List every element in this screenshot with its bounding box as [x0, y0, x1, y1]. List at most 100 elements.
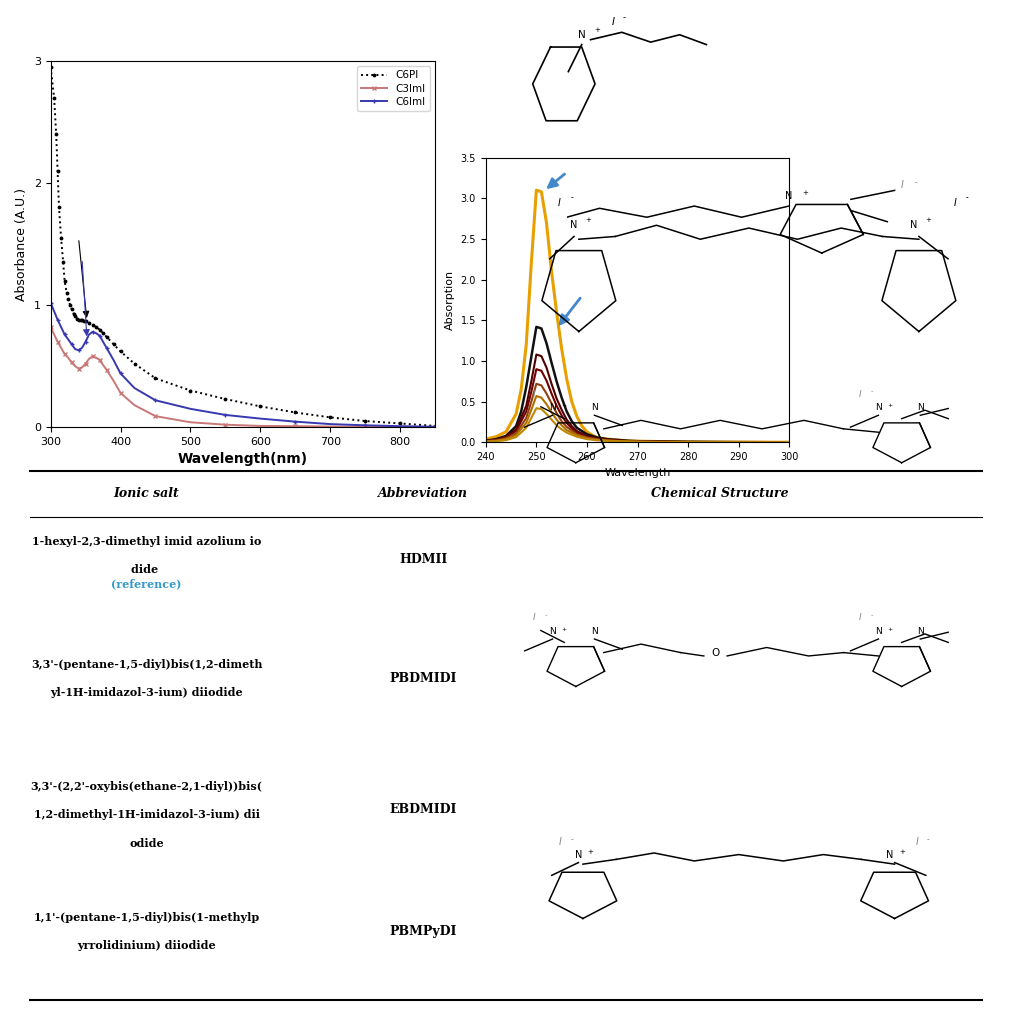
Text: -: - [869, 612, 871, 618]
Text: PBMPyDI: PBMPyDI [389, 925, 457, 939]
C6ImI [66, 338, 78, 350]
C3ImI [97, 359, 109, 371]
Text: +: + [561, 626, 566, 632]
C6PI [62, 293, 74, 305]
C3ImI [359, 421, 371, 433]
Text: Ionic salt: Ionic salt [113, 487, 179, 500]
Line: C6ImI: C6ImI [49, 300, 437, 429]
C6PI [73, 313, 85, 325]
C6ImI [114, 367, 126, 379]
Text: -: - [966, 193, 968, 202]
Text: I: I [857, 613, 860, 622]
C6ImI [52, 313, 64, 325]
C6PI [52, 165, 64, 177]
Text: N: N [590, 626, 598, 636]
C3ImI [393, 421, 405, 433]
Text: -: - [569, 193, 572, 202]
Text: N: N [916, 626, 923, 636]
C3ImI [44, 321, 57, 334]
C6ImI [69, 343, 81, 355]
C6PI [57, 256, 69, 268]
C6PI [97, 327, 109, 340]
Text: O: O [711, 648, 719, 658]
Text: +: + [587, 849, 593, 854]
Text: -: - [926, 835, 928, 844]
C3ImI [93, 354, 105, 366]
C3ImI [59, 348, 71, 360]
C6PI [78, 315, 90, 327]
Text: -: - [914, 178, 917, 187]
C6PI [64, 299, 76, 311]
Text: I: I [557, 197, 560, 207]
Text: dide: dide [130, 564, 162, 576]
C3ImI [100, 364, 112, 376]
Text: N: N [590, 403, 598, 412]
Text: -: - [869, 388, 871, 395]
C6ImI [219, 409, 232, 421]
C6PI [184, 384, 196, 397]
C6PI [107, 338, 119, 350]
C3ImI [254, 420, 266, 432]
Text: N: N [574, 850, 581, 859]
C6ImI [150, 395, 162, 407]
C6PI [254, 401, 266, 413]
Text: -: - [622, 13, 625, 22]
Text: HDMII: HDMII [399, 552, 447, 565]
C3ImI [69, 360, 81, 372]
C3ImI [289, 420, 301, 432]
C3ImI [324, 420, 336, 432]
C6PI [48, 92, 60, 104]
C6ImI [359, 419, 371, 431]
C6PI [80, 315, 92, 327]
Text: -: - [570, 835, 572, 844]
C6ImI [62, 334, 74, 346]
Text: N: N [549, 626, 555, 636]
Text: 1,1'-(pentane-1,5-diyl)bis(1-methylp: 1,1'-(pentane-1,5-diyl)bis(1-methylp [33, 911, 260, 922]
Text: yl-1H-imidazol-3-ium) diiodide: yl-1H-imidazol-3-ium) diiodide [51, 686, 243, 698]
Y-axis label: Absorption: Absorption [445, 270, 455, 331]
C6PI [53, 201, 65, 214]
C3ImI [107, 374, 119, 386]
C6ImI [44, 297, 57, 309]
C6PI [75, 314, 87, 326]
Line: C3ImI: C3ImI [49, 324, 437, 429]
Text: N: N [916, 403, 923, 412]
C6ImI [59, 328, 71, 341]
Text: N: N [577, 29, 585, 40]
C6PI [90, 321, 102, 334]
C6PI [128, 358, 141, 370]
C6ImI [83, 328, 95, 341]
C3ImI [184, 416, 196, 428]
C3ImI [80, 358, 92, 370]
C6PI [55, 232, 67, 244]
C6PI [51, 128, 63, 140]
Text: N: N [549, 403, 555, 412]
C6ImI [393, 420, 405, 432]
Text: N: N [875, 403, 881, 412]
C6ImI [73, 344, 85, 356]
C6PI [93, 323, 105, 336]
C3ImI [429, 421, 441, 433]
C6PI [324, 411, 336, 423]
C6PI [114, 346, 126, 358]
C3ImI [76, 361, 88, 373]
C3ImI [219, 419, 232, 431]
C3ImI [150, 410, 162, 422]
C6PI [289, 407, 301, 419]
C3ImI [48, 328, 60, 341]
Text: 3,3'-(pentane-1,5-diyl)bis(1,2-dimeth: 3,3'-(pentane-1,5-diyl)bis(1,2-dimeth [30, 659, 262, 669]
C3ImI [86, 350, 98, 362]
C6ImI [97, 336, 109, 348]
C6PI [68, 307, 80, 319]
Text: Abbreviation: Abbreviation [378, 487, 468, 500]
C6PI [393, 417, 405, 429]
Text: I: I [532, 613, 535, 622]
Text: 3,3'-(2,2'-oxybis(ethane-2,1-diyl))bis(: 3,3'-(2,2'-oxybis(ethane-2,1-diyl))bis( [30, 781, 262, 792]
C6PI [83, 317, 95, 330]
C3ImI [73, 362, 85, 374]
C6ImI [254, 413, 266, 425]
C6PI [359, 415, 371, 427]
Legend: C6PI, C3ImI, C6ImI: C6PI, C3ImI, C6ImI [357, 66, 430, 111]
C6ImI [48, 305, 60, 317]
Text: I: I [900, 180, 903, 190]
